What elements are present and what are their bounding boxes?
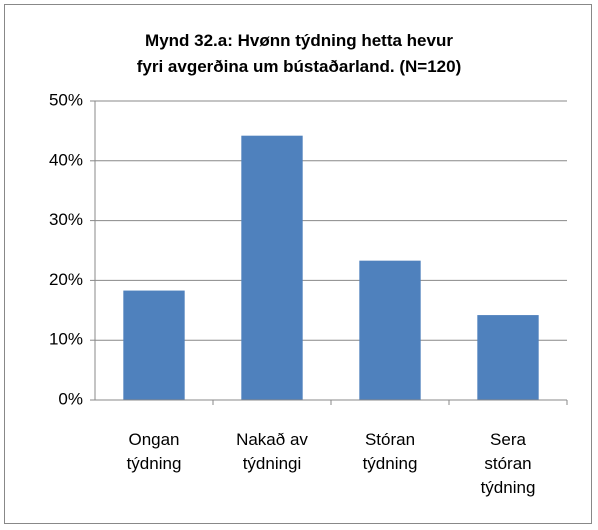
y-tick-label: 10% — [49, 330, 83, 349]
chart-frame — [4, 4, 592, 524]
y-tick-label: 0% — [58, 389, 83, 408]
x-tick-label: Nakað av týdningi — [236, 430, 308, 473]
bar — [123, 290, 185, 400]
y-tick-label: 20% — [49, 270, 83, 289]
x-tick-label: Sera stóran týdning — [480, 430, 536, 497]
y-tick-label: 50% — [49, 90, 83, 109]
x-tick-label: Ongan týdning — [126, 430, 182, 473]
chart-title: Mynd 32.a: Hvønn týdning hetta hevur fyr… — [136, 31, 462, 76]
bar — [241, 135, 303, 400]
y-tick-label: 40% — [49, 150, 83, 169]
x-tick-label: Stóran týdning — [362, 430, 418, 473]
bar — [477, 315, 539, 400]
y-tick-label: 30% — [49, 210, 83, 229]
bar — [359, 260, 421, 400]
